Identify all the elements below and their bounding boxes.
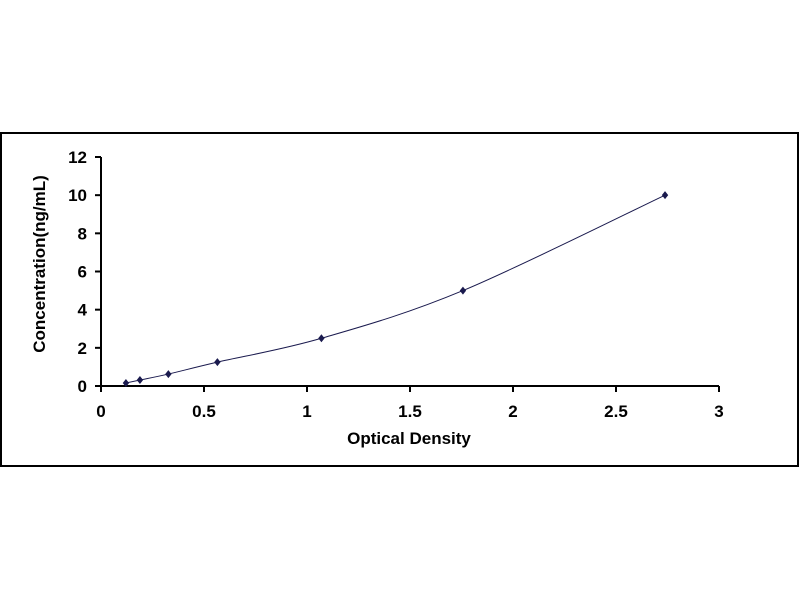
fit-curve [125, 194, 666, 384]
y-tick-label: 6 [78, 263, 87, 282]
data-point [122, 379, 130, 388]
data-point [214, 358, 221, 367]
x-tick-label: 3 [714, 402, 723, 421]
x-tick-label: 2 [508, 402, 517, 421]
y-tick-label: 0 [78, 377, 87, 396]
x-tick-label: 0 [96, 402, 105, 421]
y-tick-label: 4 [78, 301, 88, 320]
data-point [165, 370, 172, 379]
x-tick-label: 2.5 [604, 402, 628, 421]
data-point [318, 334, 325, 343]
data-point [661, 191, 669, 200]
x-tick-label: 0.5 [192, 402, 216, 421]
x-axis-label: Optical Density [347, 429, 471, 448]
x-tick-label: 1 [302, 402, 311, 421]
data-point [459, 286, 467, 295]
y-tick-label: 8 [78, 224, 87, 243]
y-tick-label: 10 [68, 186, 87, 205]
data-point [136, 376, 144, 385]
y-tick-label: 2 [78, 339, 87, 358]
y-axis-label: Concentration(ng/mL) [30, 175, 49, 353]
chart-frame [0, 132, 799, 467]
y-tick-label: 12 [68, 148, 87, 167]
x-tick-label: 1.5 [398, 402, 422, 421]
